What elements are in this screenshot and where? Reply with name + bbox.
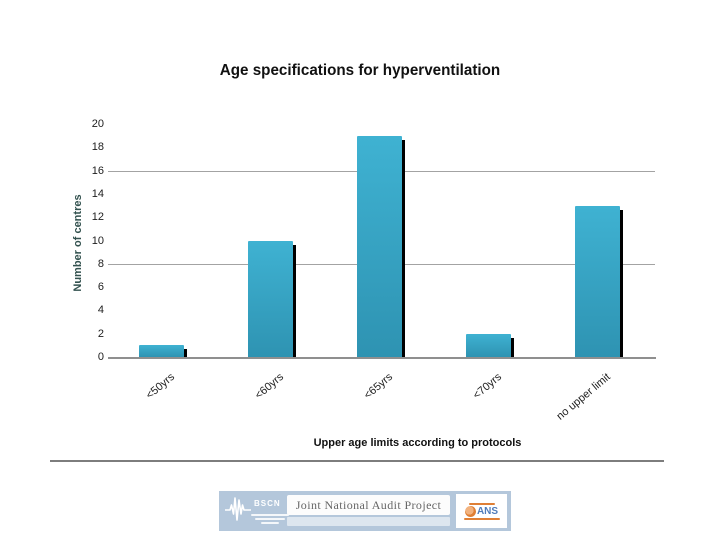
banner-sub-strip [287, 517, 450, 526]
bar-1 [247, 240, 293, 357]
bar-2 [356, 135, 402, 357]
y-tick-label-8: 8 [97, 257, 104, 270]
bar-shadow-1 [292, 244, 296, 357]
ans-fine-print-bottom [463, 517, 500, 520]
y-tick-label-14: 14 [91, 187, 104, 200]
bar-0 [138, 345, 184, 357]
footer-banner: BSCN Joint National Audit Project ANS [219, 491, 511, 531]
x-category-label-text: no upper limit [554, 371, 613, 423]
y-tick-label-20: 20 [91, 118, 104, 130]
x-category-label-text: <65yrs [361, 371, 395, 402]
bar-3 [465, 333, 511, 357]
y-tick-label-10: 10 [91, 234, 104, 247]
x-axis-line [108, 357, 656, 359]
ans-row: ANS [464, 505, 499, 517]
ans-label: ANS [476, 505, 499, 517]
x-axis-title: Upper age limits according to protocols [313, 437, 522, 449]
ans-fine-print-top [468, 502, 495, 505]
bar-shadow-3 [510, 337, 514, 357]
project-title: Joint National Audit Project [295, 497, 442, 512]
y-tick-label-12: 12 [91, 211, 104, 224]
y-tick-label-2: 2 [97, 327, 104, 340]
y-tick-label-6: 6 [97, 281, 104, 294]
chart-title: Age specifications for hyperventilation [219, 62, 501, 79]
x-category-label-text: <60yrs [252, 371, 286, 402]
bar-shadow-2 [401, 139, 405, 357]
y-tick-label-16: 16 [91, 164, 104, 177]
ans-logo: ANS [456, 494, 507, 528]
ecg-waveform-icon [225, 497, 251, 521]
bscn-fine-print [249, 512, 291, 524]
project-title-box: Joint National Audit Project [287, 495, 450, 515]
bscn-logo: BSCN [223, 493, 289, 529]
y-tick-label-18: 18 [91, 141, 104, 154]
bscn-label: BSCN [254, 499, 281, 508]
bar-shadow-4 [619, 209, 623, 357]
y-tick-label-0: 0 [97, 351, 104, 363]
x-category-label-text: <50yrs [143, 371, 177, 402]
bar-shadow-0 [183, 349, 187, 357]
x-category-label-text: <70yrs [470, 371, 504, 402]
footer-divider [50, 460, 664, 462]
bar-4 [574, 205, 620, 357]
ans-head-icon [464, 505, 476, 517]
y-tick-label-4: 4 [97, 304, 104, 317]
